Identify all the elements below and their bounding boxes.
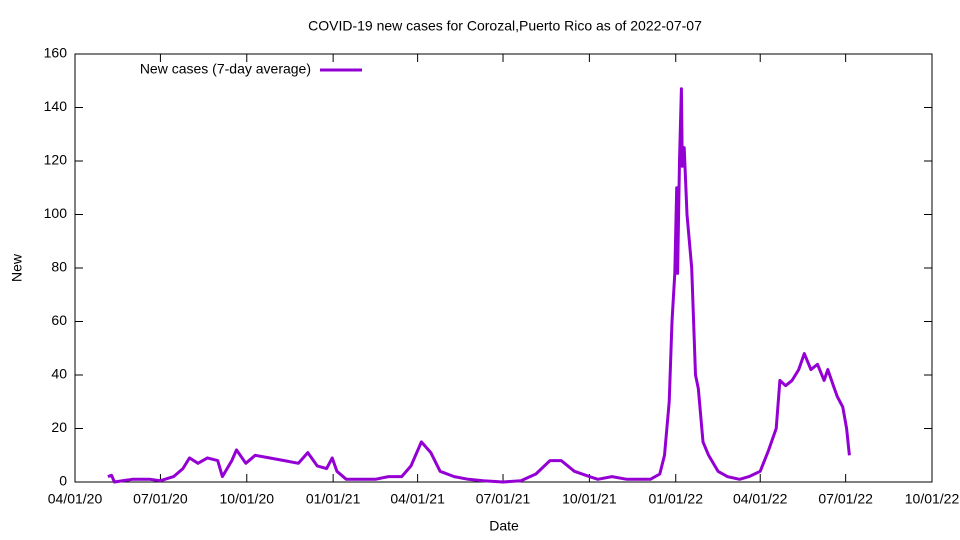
y-tick-label: 120 xyxy=(44,152,68,168)
chart-title: COVID-19 new cases for Corozal,Puerto Ri… xyxy=(308,18,702,34)
x-tick-label: 01/01/21 xyxy=(306,491,361,507)
y-tick-label: 0 xyxy=(59,473,67,489)
legend-label: New cases (7-day average) xyxy=(140,61,311,77)
y-tick-label: 100 xyxy=(44,205,68,221)
x-tick-label: 04/01/22 xyxy=(733,491,788,507)
plot-border xyxy=(74,53,933,483)
x-tick-label: 10/01/22 xyxy=(905,491,960,507)
x-tick-label: 10/01/21 xyxy=(562,491,617,507)
x-tick-label: 07/01/20 xyxy=(133,491,188,507)
x-tick-label: 04/01/21 xyxy=(390,491,445,507)
x-tick-label: 10/01/20 xyxy=(220,491,275,507)
series-line xyxy=(107,87,851,484)
y-tick-label: 140 xyxy=(44,98,68,114)
x-axis-label: Date xyxy=(489,518,519,534)
y-tick-label: 160 xyxy=(44,45,68,61)
y-tick-label: 20 xyxy=(51,419,67,435)
y-axis-label: New xyxy=(9,253,25,282)
x-tick-label: 07/01/21 xyxy=(476,491,531,507)
y-tick-label: 40 xyxy=(51,366,67,382)
x-tick-label: 01/01/22 xyxy=(648,491,703,507)
x-tick-label: 07/01/22 xyxy=(818,491,873,507)
x-tick-label: 04/01/20 xyxy=(48,491,103,507)
y-tick-label: 80 xyxy=(51,259,67,275)
y-tick-label: 60 xyxy=(51,312,67,328)
